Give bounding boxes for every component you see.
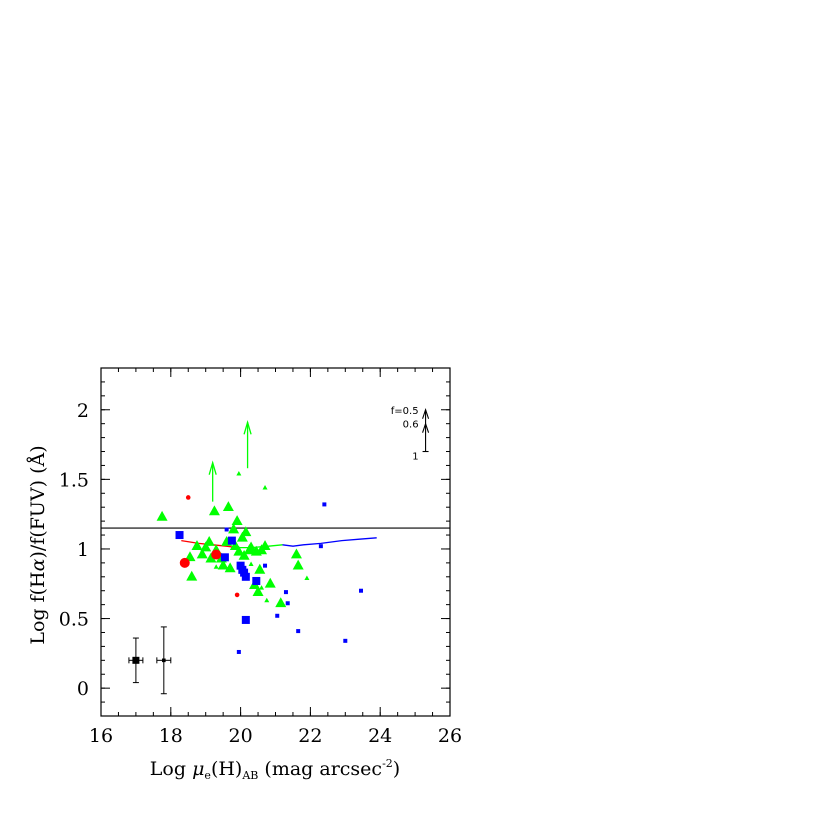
triangle-point <box>264 597 270 603</box>
triangle-point <box>262 484 268 490</box>
triangle-point <box>259 585 265 590</box>
triangle-point <box>245 541 257 552</box>
triangle-point <box>304 575 310 580</box>
triangle-point <box>222 501 234 512</box>
square-point <box>252 576 261 585</box>
square-point <box>236 649 241 654</box>
circle-point <box>234 592 240 598</box>
x-tick-label: 18 <box>159 725 183 747</box>
x-tick-label: 20 <box>229 725 253 747</box>
scale-inset: f=0.5 0.6 1 <box>391 406 430 463</box>
x-tick-label: 16 <box>89 725 113 747</box>
lower-limit-arrows <box>208 419 252 502</box>
circle-point <box>211 549 222 560</box>
trend-curve <box>237 544 283 549</box>
triangle-point <box>224 562 236 573</box>
triangle-point <box>200 541 212 552</box>
x-tick-label: 22 <box>298 725 322 747</box>
square-point <box>343 638 348 643</box>
y-tick-label: 2 <box>77 400 89 422</box>
triangle-point <box>156 510 168 521</box>
square-point <box>241 572 250 581</box>
square-point <box>283 590 288 595</box>
plot-frame <box>100 367 451 717</box>
square-point <box>224 527 229 532</box>
scale-label: 1 <box>412 452 418 463</box>
y-tick-label: 0.5 <box>59 609 89 631</box>
square-point <box>175 531 184 540</box>
triangle-point <box>252 586 264 596</box>
error-bar-marker <box>162 658 166 663</box>
circle-point <box>179 557 190 568</box>
triangle-point <box>191 540 203 551</box>
square-point <box>241 615 250 624</box>
triangle-point <box>231 515 243 525</box>
square-point <box>322 502 327 507</box>
triangle-point <box>217 559 229 570</box>
triangle-point <box>259 540 271 551</box>
scale-label: f=0.5 <box>391 406 419 417</box>
triangle-point <box>238 535 244 540</box>
triangle-point <box>196 548 208 559</box>
triangle-point <box>275 597 287 608</box>
triangle-point <box>292 559 304 570</box>
square-point <box>359 588 364 593</box>
error-bars <box>128 626 172 695</box>
triangle-point <box>240 526 252 537</box>
triangle-point <box>228 523 240 534</box>
square-point <box>318 544 323 549</box>
x-tick-label: 24 <box>368 725 392 747</box>
y-tick-label: 1 <box>77 539 89 561</box>
square-point <box>220 553 229 562</box>
square-point <box>240 568 249 577</box>
triangle-point <box>254 563 266 574</box>
trend-curve <box>282 537 377 547</box>
square-point <box>263 563 268 568</box>
square-point <box>285 601 290 606</box>
limit-arrow-head <box>243 419 252 435</box>
triangle-point <box>233 545 245 556</box>
scale-label: 0.6 <box>403 420 419 431</box>
error-bar-marker <box>132 656 140 664</box>
triangle-point <box>208 505 220 516</box>
square-point <box>236 561 245 570</box>
y-tick-label: 1.5 <box>59 469 89 491</box>
triangle-point <box>248 561 254 567</box>
square-point <box>296 629 301 634</box>
square-point <box>275 613 280 618</box>
triangle-point <box>205 552 217 563</box>
limit-arrow-head <box>208 460 217 475</box>
triangle-point <box>186 570 198 581</box>
scale-arrow-head <box>422 421 430 433</box>
triangle-point <box>238 549 250 560</box>
x-axis-title: Log μe(H)AB (mag arcsec-2) <box>150 757 400 782</box>
circle-point <box>185 495 191 500</box>
triangle-point <box>213 564 219 569</box>
axis-ticks: 16 18 20 22 24 26 0 0.5 1 1.5 2 <box>59 368 462 747</box>
data-points <box>156 471 364 654</box>
scale-arrow-head <box>422 408 430 419</box>
square-point <box>227 536 236 545</box>
triangle-point <box>290 548 302 559</box>
x-tick-label: 26 <box>438 725 462 747</box>
y-tick-label: 0 <box>77 678 89 700</box>
triangle-point <box>236 471 242 476</box>
triangle-point <box>203 535 215 546</box>
y-axis-title: Log f(Hα)/f(FUV) (Å) <box>27 445 49 644</box>
triangle-point <box>264 577 276 588</box>
